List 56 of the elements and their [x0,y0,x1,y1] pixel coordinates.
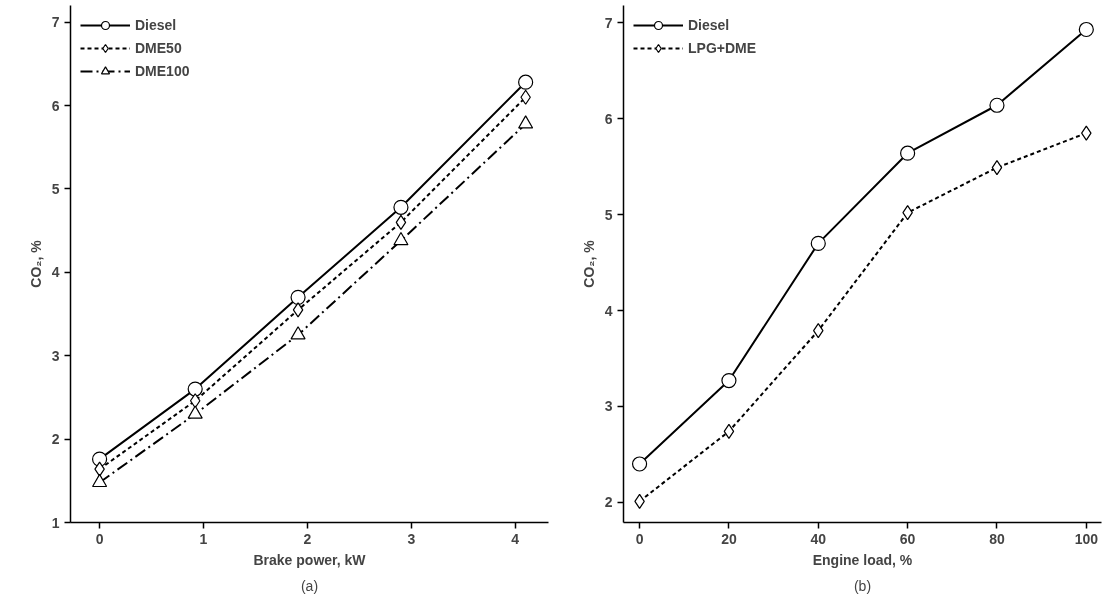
x-tick-label: 2 [303,530,312,547]
legend-label: Diesel [688,17,730,33]
x-tick-label: 80 [989,530,1005,547]
y-axis-title: CO₂, % [580,239,597,288]
x-axis-title: Brake power, kW [253,551,367,568]
x-tick-label: 60 [899,530,916,547]
y-tick-label: 5 [51,180,60,197]
point [518,74,534,90]
legend-label: LPG+DME [688,40,757,56]
legend-label: DME100 [135,63,190,79]
point [518,115,534,129]
point [989,97,1005,113]
x-tick-label: 1 [199,530,208,547]
x-tick-label: 4 [511,530,520,547]
text: (a) [300,577,319,594]
point [721,372,737,389]
point [92,451,108,467]
point [723,423,735,439]
point [187,381,203,397]
y-tick-label: 6 [604,110,613,127]
point [631,456,648,472]
x-tick-label: 20 [721,530,737,547]
text: (b) [853,577,872,594]
y-tick-label: 2 [604,494,613,511]
y-tick-label: 7 [51,14,60,31]
point [290,326,306,340]
x-tick-label: 0 [635,530,644,547]
legend-label: Diesel [135,17,177,33]
point [1078,21,1094,38]
x-tick-label: 3 [407,530,416,547]
y-tick-label: 2 [51,431,60,448]
y-tick-label: 4 [604,302,613,319]
point [393,231,409,246]
y-axis-title: CO₂, % [27,239,44,288]
y-tick-label: 7 [604,14,613,31]
y-tick-label: 6 [51,97,60,114]
x-tick-label: 100 [1074,530,1099,547]
legend-label: DME50 [135,40,182,56]
point [991,160,1003,176]
y-tick-label: 3 [604,398,613,415]
point [810,235,826,251]
y-tick-label: 4 [51,264,60,281]
x-tick-label: 40 [810,530,827,547]
point [395,214,407,230]
point [189,393,201,409]
x-tick-label: 0 [95,530,104,547]
point [292,302,304,318]
y-tick-label: 1 [51,514,60,531]
y-tick-label: 5 [604,206,613,223]
point [393,199,409,215]
point [92,473,108,488]
x-axis-title: Engine load, % [812,551,913,568]
point [187,405,203,419]
point [900,145,916,161]
point [290,289,306,305]
y-tick-label: 3 [51,347,60,364]
